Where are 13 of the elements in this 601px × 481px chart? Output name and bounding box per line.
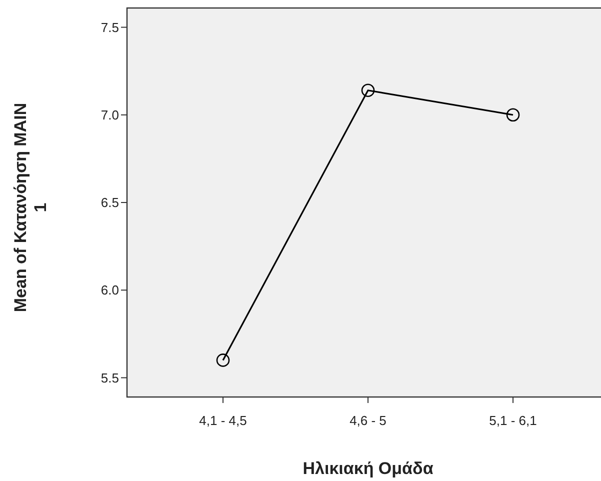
- y-tick-label: 7.5: [100, 20, 119, 35]
- x-axis-title: Ηλικιακή Ομάδα: [302, 459, 434, 478]
- x-tick-label: 4,6 - 5: [350, 413, 386, 428]
- y-axis-title: Mean of Κατανόηση MAIN 1: [11, 102, 50, 312]
- point: [361, 84, 375, 97]
- y-tick-label: 5.5: [100, 370, 119, 386]
- x-tick-label: 4,1 - 4,5: [199, 413, 247, 428]
- y-tick-label: 6.0: [100, 282, 119, 298]
- point: [216, 354, 230, 367]
- y-tick-label: 6.5: [100, 195, 119, 210]
- y-tick-label: 7.0: [100, 107, 119, 122]
- point: [506, 108, 520, 122]
- x-tick-label: 5,1 - 6,1: [489, 413, 537, 428]
